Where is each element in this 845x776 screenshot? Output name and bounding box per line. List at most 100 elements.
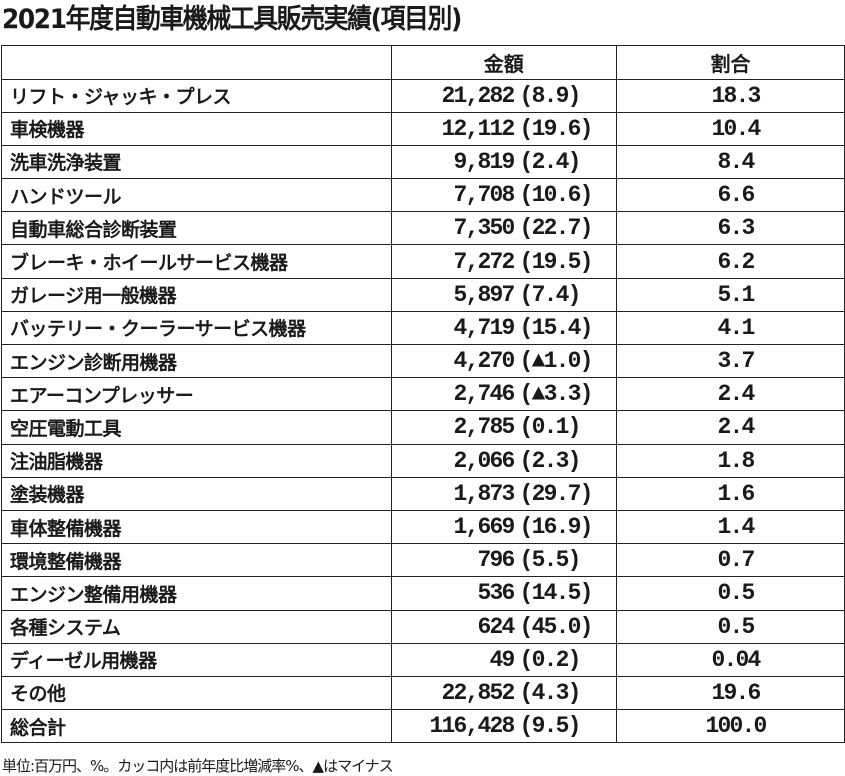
share-cell: 0.5 xyxy=(616,609,845,644)
amount-value: 22,852 xyxy=(441,679,516,706)
share-cell: 2.4 xyxy=(616,410,845,445)
change-rate: 22.7 xyxy=(514,215,582,241)
amount-cell: 12,11219.6 xyxy=(390,111,618,146)
change-rate: 2.3 xyxy=(514,448,578,474)
amount-value: 4,270 xyxy=(453,348,516,375)
amount-value: 4,719 xyxy=(453,314,516,341)
item-cell: ガレージ用一般機器 xyxy=(1,277,392,312)
amount-cell: 21,2828.9 xyxy=(390,78,618,113)
item-cell: リフト・ジャッキ・プレス xyxy=(1,78,392,113)
item-cell: バッテリー・クーラーサービス機器 xyxy=(1,310,392,346)
amount-value: 49 xyxy=(489,646,516,673)
item-cell: 自動車総合診断装置 xyxy=(1,211,392,246)
share-cell: 19.6 xyxy=(616,675,845,711)
change-rate: 4.3 xyxy=(514,680,578,706)
amount-cell: 62445.0 xyxy=(390,609,618,644)
share-cell: 6.6 xyxy=(616,178,845,213)
amount-value: 9,819 xyxy=(453,148,516,175)
amount-value: 1,669 xyxy=(453,514,516,541)
amount-cell: 2,7850.1 xyxy=(390,410,618,445)
amount-cell: 5,8977.4 xyxy=(390,277,618,312)
item-cell: 注油脂機器 xyxy=(1,443,392,478)
amount-cell: 1,87329.7 xyxy=(390,476,618,511)
share-cell: 8.4 xyxy=(616,144,845,180)
amount-cell: 490.2 xyxy=(390,642,618,677)
amount-value: 2,785 xyxy=(453,414,516,441)
share-cell: 1.6 xyxy=(616,476,845,511)
item-cell: ディーゼル用機器 xyxy=(1,642,392,677)
change-rate: 29.7 xyxy=(514,481,582,507)
table-row: 自動車総合診断装置 7,35022.7 6.3 xyxy=(1,211,845,246)
table-row: 環境整備機器7965.50.7 xyxy=(1,543,845,578)
table-row: エンジン整備用機器53614.50.5 xyxy=(1,576,845,611)
item-cell: エアーコンプレッサー xyxy=(1,377,392,412)
amount-cell: 4,71915.4 xyxy=(390,310,618,346)
share-cell: 5.1 xyxy=(616,277,845,312)
amount-cell: 4,270▲1.0 xyxy=(390,343,618,379)
header-amount: 金額 xyxy=(390,45,618,80)
change-rate: 0.2 xyxy=(514,647,578,673)
item-cell: ブレーキ・ホイールサービス機器 xyxy=(1,244,392,279)
item-cell: 各種システム xyxy=(1,609,392,644)
amount-value: 624 xyxy=(477,613,516,640)
change-rate: 19.5 xyxy=(514,249,582,275)
sales-table: 金額 割合 リフト・ジャッキ・プレス21,2828.918.3車検機器12,11… xyxy=(1,45,845,744)
share-cell: 0.04 xyxy=(616,642,845,677)
amount-value: 5,897 xyxy=(453,281,516,308)
table-title: 2021年度自動車機械工具販売実績(項目別) xyxy=(2,4,462,35)
share-cell: 0.5 xyxy=(616,576,845,611)
amount-value: 7,350 xyxy=(453,215,516,242)
footnote: 単位:百万円、%。カッコ内は前年度比増減率%、▲はマイナス xyxy=(2,757,394,775)
amount-cell: 53614.5 xyxy=(390,576,618,611)
item-cell: エンジン診断用機器 xyxy=(1,343,392,379)
table-row: ディーゼル用機器490.20.04 xyxy=(1,642,845,677)
change-rate: 45.0 xyxy=(514,614,582,640)
share-cell: 1.8 xyxy=(616,443,845,478)
share-cell: 0.7 xyxy=(616,543,845,578)
share-cell: 3.7 xyxy=(616,343,845,379)
item-cell: 車体整備機器 xyxy=(1,509,392,545)
change-rate: 16.9 xyxy=(514,514,582,540)
amount-cell: 1,66916.9 xyxy=(390,509,618,545)
amount-cell: 7,27219.5 xyxy=(390,244,618,279)
amount-value: 2,746 xyxy=(453,381,516,408)
share-cell: 2.4 xyxy=(616,377,845,412)
change-rate: 8.9 xyxy=(514,83,578,109)
table-row: 各種システム62445.00.5 xyxy=(1,609,845,644)
table-row: エアーコンプレッサー 2,746▲3.3 2.4 xyxy=(1,377,845,412)
share-cell: 4.1 xyxy=(616,310,845,346)
change-rate: 14.5 xyxy=(514,580,582,606)
item-cell: 環境整備機器 xyxy=(1,543,392,578)
change-rate: 5.5 xyxy=(514,547,578,573)
share-cell: 6.3 xyxy=(616,211,845,246)
header-item xyxy=(1,45,392,80)
change-rate: ▲3.3 xyxy=(514,381,582,407)
amount-cell: 116,4289.5 xyxy=(390,709,618,744)
share-cell: 18.3 xyxy=(616,78,845,113)
amount-value: 12,112 xyxy=(441,115,516,142)
item-cell: 塗装機器 xyxy=(1,476,392,511)
amount-value: 116,428 xyxy=(429,713,516,740)
item-cell: エンジン整備用機器 xyxy=(1,576,392,611)
item-cell: 総合計 xyxy=(1,709,392,744)
header-row: 金額 割合 xyxy=(1,45,845,80)
change-rate: ▲1.0 xyxy=(514,348,582,374)
share-cell: 100.0 xyxy=(616,709,845,744)
amount-value: 7,708 xyxy=(453,182,516,209)
item-cell: その他 xyxy=(1,675,392,711)
amount-cell: 9,8192.4 xyxy=(390,144,618,180)
amount-cell: 22,8524.3 xyxy=(390,675,618,711)
item-cell: 洗車洗浄装置 xyxy=(1,144,392,180)
change-rate: 0.1 xyxy=(514,414,578,440)
amount-value: 7,272 xyxy=(453,248,516,275)
